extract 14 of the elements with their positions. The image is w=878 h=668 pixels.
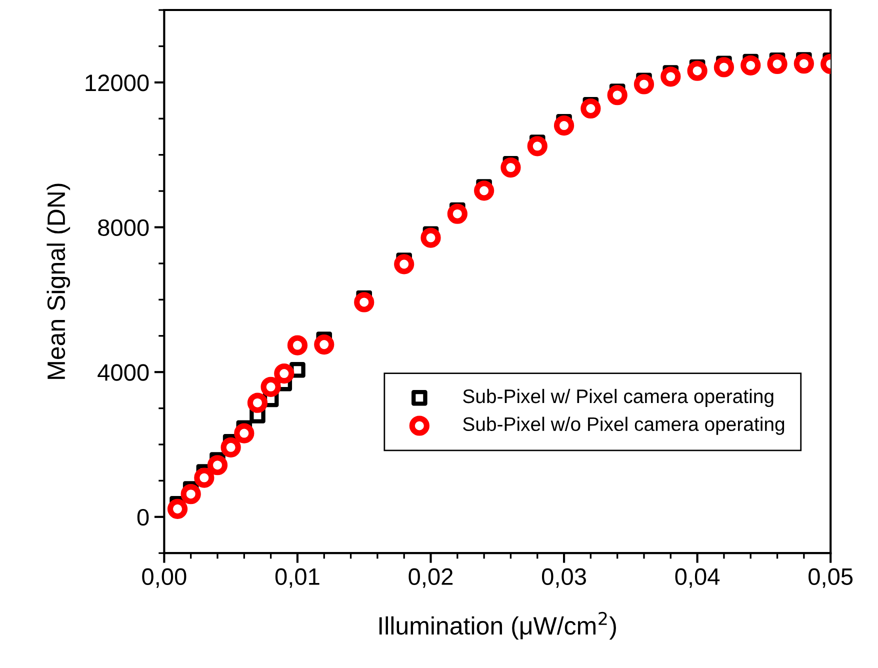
x-tick-label: 0,02 xyxy=(408,568,453,588)
y-axis-title: Mean Signal (DN) xyxy=(46,184,70,379)
y-tick-label: 12000 xyxy=(86,74,149,92)
y-tick-label: 8000 xyxy=(98,219,149,236)
legend-label: Sub-Pixel w/ Pixel camera operating xyxy=(463,388,774,408)
legend-label: Sub-Pixel w/o Pixel camera operating xyxy=(463,416,784,435)
x-tick-label: 0,01 xyxy=(275,568,320,588)
y-tick-label: 4000 xyxy=(98,364,149,381)
x-tick-label: 0,00 xyxy=(142,568,186,588)
x-tick-label: 0,05 xyxy=(808,568,853,588)
x-axis-title: Illumination (μW/cm$^{2}$) xyxy=(379,612,616,640)
x-tick-label: 0,04 xyxy=(675,568,720,588)
x-tick-label: 0,03 xyxy=(542,568,586,588)
y-tick-label: 0 xyxy=(137,508,149,526)
